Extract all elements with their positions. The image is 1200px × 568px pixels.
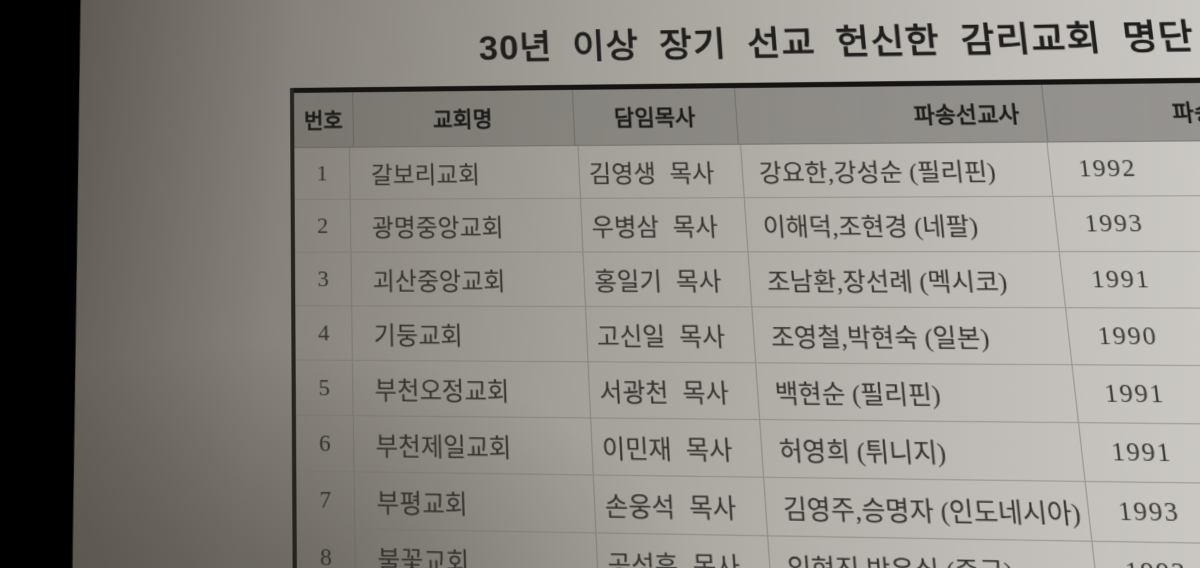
column-header-pastor: 담임목사 — [571, 88, 738, 145]
cell-missionary: 허영희 (튀니지) — [759, 420, 1085, 481]
table-row: 4 기둥교회 고신일 목사 조영철,박현숙 (일본) 1990 — [295, 306, 1200, 369]
column-header-label: 담임목사 — [613, 104, 697, 131]
column-header-missionary: 파송선교사 — [733, 84, 1048, 144]
table-row: 2 광명중앙교회 우병삼 목사 이해덕,조현경 (네팔) 1993 — [294, 195, 1200, 253]
cell-church: 부평교회 — [353, 472, 596, 533]
cell-no: 5 — [318, 373, 331, 401]
cell-year: 1991 — [1071, 365, 1200, 427]
column-header-label: 파송선교사 — [912, 101, 1021, 128]
cell-no: 4 — [317, 319, 330, 346]
cell-church: 부천제일교회 — [352, 416, 593, 475]
cell-church: 기둥교회 — [351, 306, 588, 362]
cell-year: 1991 — [1058, 251, 1200, 309]
table-body: 1 갈보리교회 김영생 목사 강요한,강성순 (필리핀) 1992 2 광명중앙교회 우병삼 … — [294, 139, 1200, 568]
cell-year: 1993 — [1084, 482, 1200, 549]
cell-missionary: 김영주,승명자 (인도네시아) — [763, 477, 1092, 541]
cell-year: 1990 — [1064, 308, 1200, 367]
cell-pastor: 공성훈 목사 — [595, 533, 772, 568]
cell-pastor: 손웅석 목사 — [592, 475, 767, 536]
table-header-row: 번호 교회명 담임목사 파송선교사 파송년도 — [293, 74, 1200, 149]
cell-pastor: 김영생 목사 — [577, 144, 744, 198]
cell-year: 1992 — [1046, 139, 1200, 196]
cell-year: 1993 — [1091, 541, 1200, 568]
cell-no: 2 — [316, 212, 329, 239]
column-header-no: 번호 — [294, 92, 353, 147]
cell-missionary: 조남환,장선례 (멕시코) — [747, 252, 1065, 308]
cell-church: 불꽃교회 — [354, 529, 598, 568]
cell-pastor: 서광천 목사 — [587, 362, 759, 419]
cell-church: 갈보리교회 — [349, 145, 580, 199]
cell-no: 8 — [319, 542, 332, 568]
mission-church-table: 번호 교회명 담임목사 파송선교사 파송년도 1 갈보리교회 김영생 목사 강요한,강… — [290, 74, 1200, 568]
cell-pastor: 이민재 목사 — [589, 418, 763, 477]
column-header-church: 교회명 — [352, 89, 575, 147]
cell-missionary: 임현진,박은실 (중국) — [767, 536, 1098, 568]
cell-church: 괴산중앙교회 — [350, 252, 585, 306]
table-row: 3 괴산중앙교회 홍일기 목사 조남환,장선례 (멕시코) 1991 — [294, 251, 1200, 310]
cell-year: 1993 — [1052, 195, 1200, 252]
cell-church: 부천오정교회 — [352, 360, 590, 418]
cell-church: 광명중앙교회 — [350, 198, 583, 252]
column-header-label: 번호 — [303, 108, 343, 133]
cell-pastor: 홍일기 목사 — [582, 252, 752, 307]
column-header-label: 파송년도 — [1170, 99, 1200, 126]
cell-pastor: 우병삼 목사 — [579, 198, 748, 252]
cell-missionary: 이해덕,조현경 (네팔) — [743, 196, 1059, 252]
cell-missionary: 백현순 (필리핀) — [755, 363, 1078, 423]
cell-year: 1991 — [1077, 423, 1200, 487]
cell-no: 6 — [318, 428, 331, 457]
cell-no: 1 — [316, 160, 328, 186]
column-header-label: 교회명 — [432, 106, 493, 132]
cell-missionary: 조영철,박현숙 (일본) — [751, 307, 1072, 365]
cell-no: 7 — [319, 485, 332, 514]
table-row: 1 갈보리교회 김영생 목사 강요한,강성순 (필리핀) 1992 — [294, 139, 1200, 201]
cell-pastor: 고신일 목사 — [584, 306, 756, 363]
cell-missionary: 강요한,강성순 (필리핀) — [739, 142, 1053, 198]
cell-no: 3 — [317, 265, 329, 292]
column-header-year: 파송년도 — [1040, 80, 1200, 142]
